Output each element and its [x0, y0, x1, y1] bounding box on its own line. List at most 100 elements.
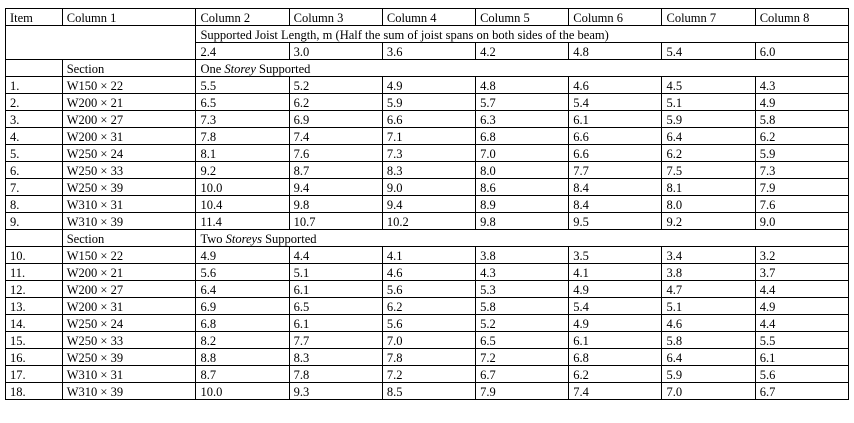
- supported-length-title-row: Supported Joist Length, m (Half the sum …: [4, 25, 849, 60]
- span-value: 5.1: [661, 93, 756, 111]
- item-number: 8.: [5, 195, 63, 213]
- span-value: 8.9: [475, 195, 570, 213]
- span-value: 8.1: [661, 178, 756, 196]
- span-value: 7.9: [475, 382, 570, 400]
- length-value: 4.2: [475, 42, 570, 60]
- span-value: 5.3: [475, 280, 570, 298]
- item-number: 17.: [5, 365, 63, 383]
- table-row: 5. W250 × 24 8.1 7.6 7.3 7.0 6.6 6.2 5.9: [5, 144, 850, 162]
- span-value: 5.8: [475, 297, 570, 315]
- span-value: 4.8: [475, 76, 570, 94]
- table-row: 6. W250 × 33 9.2 8.7 8.3 8.0 7.7 7.5 7.3: [5, 161, 850, 179]
- section-designation: W250 × 39: [61, 178, 197, 196]
- group-heading-item-cell: [5, 229, 63, 247]
- span-value: 11.4: [195, 212, 290, 230]
- span-value: 7.8: [195, 127, 290, 145]
- blank-corner-cell: [4, 25, 197, 60]
- span-value: 6.8: [568, 348, 663, 366]
- section-designation: W250 × 24: [61, 314, 197, 332]
- span-value: 6.7: [475, 365, 570, 383]
- span-value: 7.7: [288, 331, 383, 349]
- span-value: 5.9: [661, 365, 756, 383]
- header-column-3: Column 3: [288, 8, 383, 26]
- span-value: 10.4: [195, 195, 290, 213]
- span-value: 8.5: [381, 382, 477, 400]
- item-number: 15.: [5, 331, 63, 349]
- span-value: 4.9: [754, 93, 850, 111]
- length-value: 6.0: [754, 42, 850, 60]
- span-value: 5.5: [754, 331, 850, 349]
- span-value: 9.8: [288, 195, 383, 213]
- span-value: 9.2: [661, 212, 756, 230]
- item-number: 1.: [5, 76, 63, 94]
- span-value: 3.5: [568, 246, 663, 264]
- span-value: 6.7: [754, 382, 850, 400]
- length-value: 5.4: [661, 42, 756, 60]
- table-row: 14. W250 × 24 6.8 6.1 5.6 5.2 4.9 4.6 4.4: [5, 314, 850, 332]
- span-value: 3.2: [754, 246, 850, 264]
- span-value: 6.9: [288, 110, 383, 128]
- span-value: 10.0: [195, 382, 290, 400]
- span-value: 6.2: [568, 365, 663, 383]
- span-value: 6.8: [195, 314, 290, 332]
- span-value: 8.8: [195, 348, 290, 366]
- span-value: 8.0: [475, 161, 570, 179]
- span-value: 5.4: [568, 297, 663, 315]
- table-row: 3. W200 × 27 7.3 6.9 6.6 6.3 6.1 5.9 5.8: [5, 110, 850, 128]
- group-heading: One Storey Supported: [195, 59, 849, 77]
- item-number: 2.: [5, 93, 63, 111]
- span-value: 10.7: [288, 212, 383, 230]
- header-item: Item: [5, 8, 63, 26]
- table-row: 13. W200 × 31 6.9 6.5 6.2 5.8 5.4 5.1 4.9: [5, 297, 850, 315]
- span-value: 8.7: [288, 161, 383, 179]
- section-designation: W150 × 22: [61, 246, 197, 264]
- span-value: 6.2: [381, 297, 477, 315]
- span-value: 7.3: [195, 110, 290, 128]
- group-heading-row: Section Two Storeys Supported: [5, 229, 849, 247]
- span-value: 9.4: [288, 178, 383, 196]
- span-value: 5.6: [381, 314, 477, 332]
- item-number: 10.: [5, 246, 63, 264]
- span-value: 4.9: [195, 246, 290, 264]
- span-value: 3.7: [754, 263, 850, 281]
- span-value: 8.1: [195, 144, 290, 162]
- item-number: 5.: [5, 144, 63, 162]
- span-value: 3.8: [661, 263, 756, 281]
- span-value: 10.0: [195, 178, 290, 196]
- section-designation: W250 × 24: [61, 144, 197, 162]
- span-value: 4.4: [754, 280, 850, 298]
- span-value: 4.1: [568, 263, 663, 281]
- span-value: 6.6: [568, 144, 663, 162]
- length-value: 3.0: [288, 42, 383, 60]
- section-designation: W200 × 31: [61, 127, 197, 145]
- table-row: 2. W200 × 21 6.5 6.2 5.9 5.7 5.4 5.1 4.9: [5, 93, 850, 111]
- span-value: 6.6: [568, 127, 663, 145]
- span-value: 7.6: [754, 195, 850, 213]
- header-column-6: Column 6: [568, 8, 663, 26]
- span-value: 4.4: [754, 314, 850, 332]
- span-value: 6.1: [754, 348, 850, 366]
- span-value: 7.4: [288, 127, 383, 145]
- span-value: 6.4: [195, 280, 290, 298]
- group-heading-emphasis: Storeys: [225, 232, 262, 246]
- span-value: 9.5: [568, 212, 663, 230]
- span-value: 6.5: [288, 297, 383, 315]
- table-row: 16. W250 × 39 8.8 8.3 7.8 7.2 6.8 6.4 6.1: [5, 348, 850, 366]
- span-value: 7.3: [754, 161, 850, 179]
- table-row: 1. W150 × 22 5.5 5.2 4.9 4.8 4.6 4.5 4.3: [5, 76, 850, 94]
- length-value: 3.6: [381, 42, 477, 60]
- group-heading-suffix: Supported: [261, 232, 317, 246]
- header-column-1: Column 1: [61, 8, 197, 26]
- section-designation: W200 × 21: [61, 263, 197, 281]
- header-column-7: Column 7: [661, 8, 756, 26]
- span-value: 6.6: [381, 110, 477, 128]
- span-value: 6.9: [195, 297, 290, 315]
- length-value: 2.4: [195, 42, 290, 60]
- item-number: 14.: [5, 314, 63, 332]
- section-designation: W200 × 27: [61, 110, 197, 128]
- section-designation: W250 × 33: [61, 161, 197, 179]
- span-value: 7.1: [381, 127, 477, 145]
- span-value: 9.3: [288, 382, 383, 400]
- section-label: Section: [61, 229, 197, 247]
- span-value: 8.3: [381, 161, 477, 179]
